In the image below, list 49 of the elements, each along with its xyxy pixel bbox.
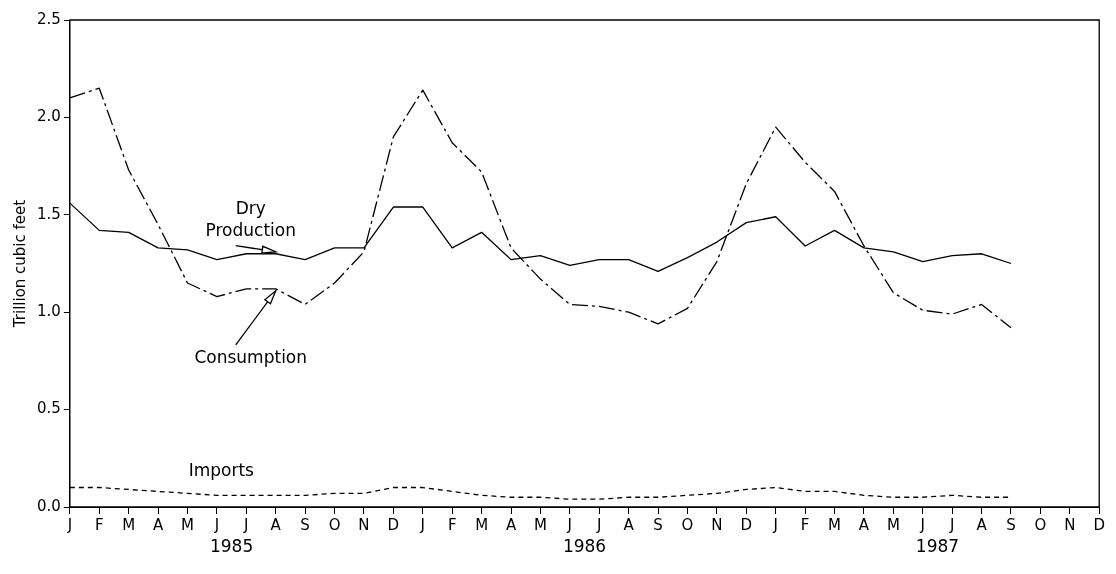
y-tick-label: 2.5 — [37, 9, 61, 28]
x-tick-label: A — [623, 515, 635, 534]
x-tick-label: J — [66, 515, 73, 534]
x-tick-label: D — [1093, 515, 1106, 534]
series-label: Dry Production — [205, 198, 296, 241]
x-tick-label: F — [800, 515, 810, 534]
x-tick-label: O — [328, 515, 341, 534]
x-tick-label: J — [596, 515, 602, 534]
x-tick-label: A — [858, 515, 870, 534]
x-tick-label: S — [653, 515, 663, 534]
x-tick-label: A — [152, 515, 164, 534]
y-tick-label: 0.0 — [37, 496, 61, 515]
x-tick-label: M — [475, 515, 489, 534]
x-tick-label: M — [886, 515, 900, 534]
x-tick-label: O — [1034, 515, 1047, 534]
x-tick-label: N — [711, 515, 723, 534]
x-tick-label: F — [447, 515, 457, 534]
x-tick-label: A — [976, 515, 988, 534]
y-tick-label: 2.0 — [37, 107, 61, 126]
x-tick-label: M — [828, 515, 842, 534]
text: 1985 — [209, 535, 254, 556]
x-tick-label: S — [300, 515, 310, 534]
x-tick-label: N — [1064, 515, 1076, 534]
x-tick-label: F — [94, 515, 104, 534]
y-tick-label: 1.5 — [37, 204, 61, 223]
x-tick-label: D — [387, 515, 400, 534]
x-tick-label: N — [358, 515, 370, 534]
x-tick-label: J — [919, 515, 925, 534]
x-tick-label: J — [419, 515, 425, 534]
x-tick-label: A — [505, 515, 517, 534]
x-tick-label: J — [772, 515, 778, 534]
x-tick-label: J — [566, 515, 573, 534]
x-tick-label: M — [181, 515, 194, 534]
y-tick-label: 1.0 — [37, 302, 61, 321]
y-axis-title: Trillion cubic feet — [10, 199, 29, 329]
x-tick-label: J — [948, 515, 955, 534]
x-tick-label: A — [270, 515, 282, 534]
x-tick-label: M — [122, 515, 136, 534]
text: Consumption — [194, 347, 308, 368]
x-tick-label: O — [681, 515, 694, 534]
text: 1987 — [915, 535, 960, 556]
x-tick-label: J — [213, 515, 220, 534]
text: 1986 — [562, 535, 607, 556]
x-tick-label: S — [1006, 515, 1016, 534]
y-tick-label: 0.5 — [37, 399, 61, 418]
x-tick-label: J — [243, 515, 249, 534]
x-tick-label: D — [740, 515, 753, 534]
x-tick-label: M — [533, 515, 547, 534]
series-label: Imports — [188, 460, 255, 481]
